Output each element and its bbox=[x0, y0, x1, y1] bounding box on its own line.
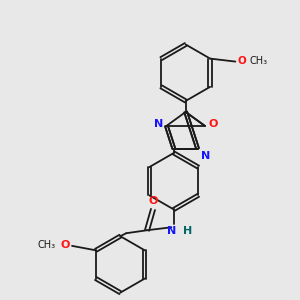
Text: H: H bbox=[183, 226, 193, 236]
Text: N: N bbox=[154, 118, 163, 128]
Text: CH₃: CH₃ bbox=[38, 240, 56, 250]
Text: N: N bbox=[167, 226, 176, 236]
Text: CH₃: CH₃ bbox=[250, 56, 268, 66]
Text: O: O bbox=[208, 118, 218, 128]
Text: O: O bbox=[148, 196, 158, 206]
Text: N: N bbox=[201, 151, 210, 161]
Text: O: O bbox=[238, 56, 247, 66]
Text: O: O bbox=[60, 240, 70, 250]
